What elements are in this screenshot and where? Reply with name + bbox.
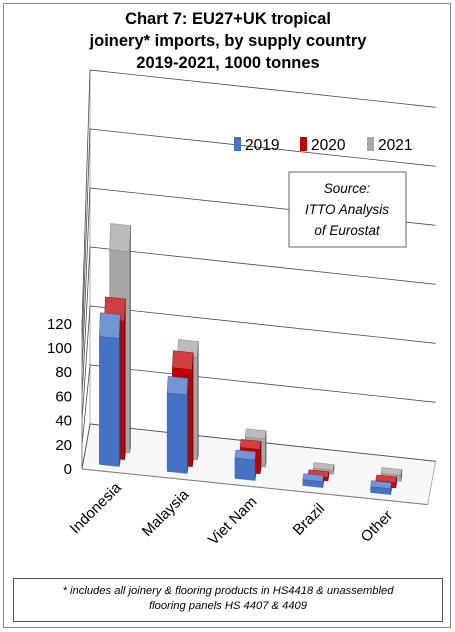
gridline [81,69,436,324]
x-tick-label: Indonesia [67,479,125,537]
y-tick-label: 60 [55,388,72,405]
legend: 2019 2020 2021 [234,137,412,154]
chart-title-line-3: 2019-2021, 1000 tonnes [136,54,320,72]
x-axis-line [81,468,428,506]
gridline [81,246,436,397]
y-tick-label: 20 [55,437,72,454]
legend-label: 2019 [245,137,279,154]
legend-swatch [234,137,241,151]
legend-label: 2021 [378,137,412,154]
bars [99,223,403,495]
bar-2019-indonesia [99,312,121,467]
footnote: * includes all joinery & flooring produc… [13,578,443,622]
legend-item-2020: 2020 [300,137,346,154]
bar-2019-viet-nam [234,449,257,481]
legend-item-2021: 2021 [367,137,412,154]
x-tick-label: Viet Nam [205,493,260,548]
y-tick-label: 40 [55,413,72,430]
x-tick-label: Other [358,507,397,546]
bar-2019-other [370,480,392,495]
legend-swatch [367,137,374,151]
y-axis: 0 20 40 60 80 100 120 [47,316,83,478]
legend-item-2019: 2019 [234,137,279,154]
gridline [81,364,436,445]
gridline [81,128,436,349]
chart-title-line-2: joinery* imports, by supply country [89,32,367,50]
chart-frame: Chart 7: EU27+UK tropical joinery* impor… [3,3,451,628]
gridlines [81,69,436,470]
y-tick-label: 80 [55,364,72,381]
source-line-1: Source: [324,181,371,196]
legend-label: 2020 [311,137,346,154]
chart-title-line-1: Chart 7: EU27+UK tropical [125,10,331,28]
gridline [81,423,436,470]
x-tick-label: Brazil [290,500,329,539]
bar-2019-brazil [302,473,324,488]
y-tick-label: 120 [47,316,72,333]
y-tick-label: 0 [64,461,72,478]
footnote-line-2: flooring panels HS 4407 & 4409 [149,600,307,612]
footnote-line-1: * includes all joinery & flooring produc… [62,585,394,597]
y-tick-label: 100 [47,340,72,357]
gridline [81,305,436,421]
x-tick-label: Malaysia [139,486,193,540]
plot-area: 0 20 40 60 80 100 120 Indonesia Malaysia Viet Na… [47,69,437,549]
source-box-border [288,171,407,248]
source-box: Source: ITTO Analysis of Eurostat [288,171,407,248]
bar-2019-malaysia [166,376,189,474]
chart-title: Chart 7: EU27+UK tropical joinery* impor… [4,8,452,74]
source-line-3: of Eurostat [314,223,381,238]
source-line-2: ITTO Analysis [305,202,389,217]
legend-swatch [300,137,307,151]
